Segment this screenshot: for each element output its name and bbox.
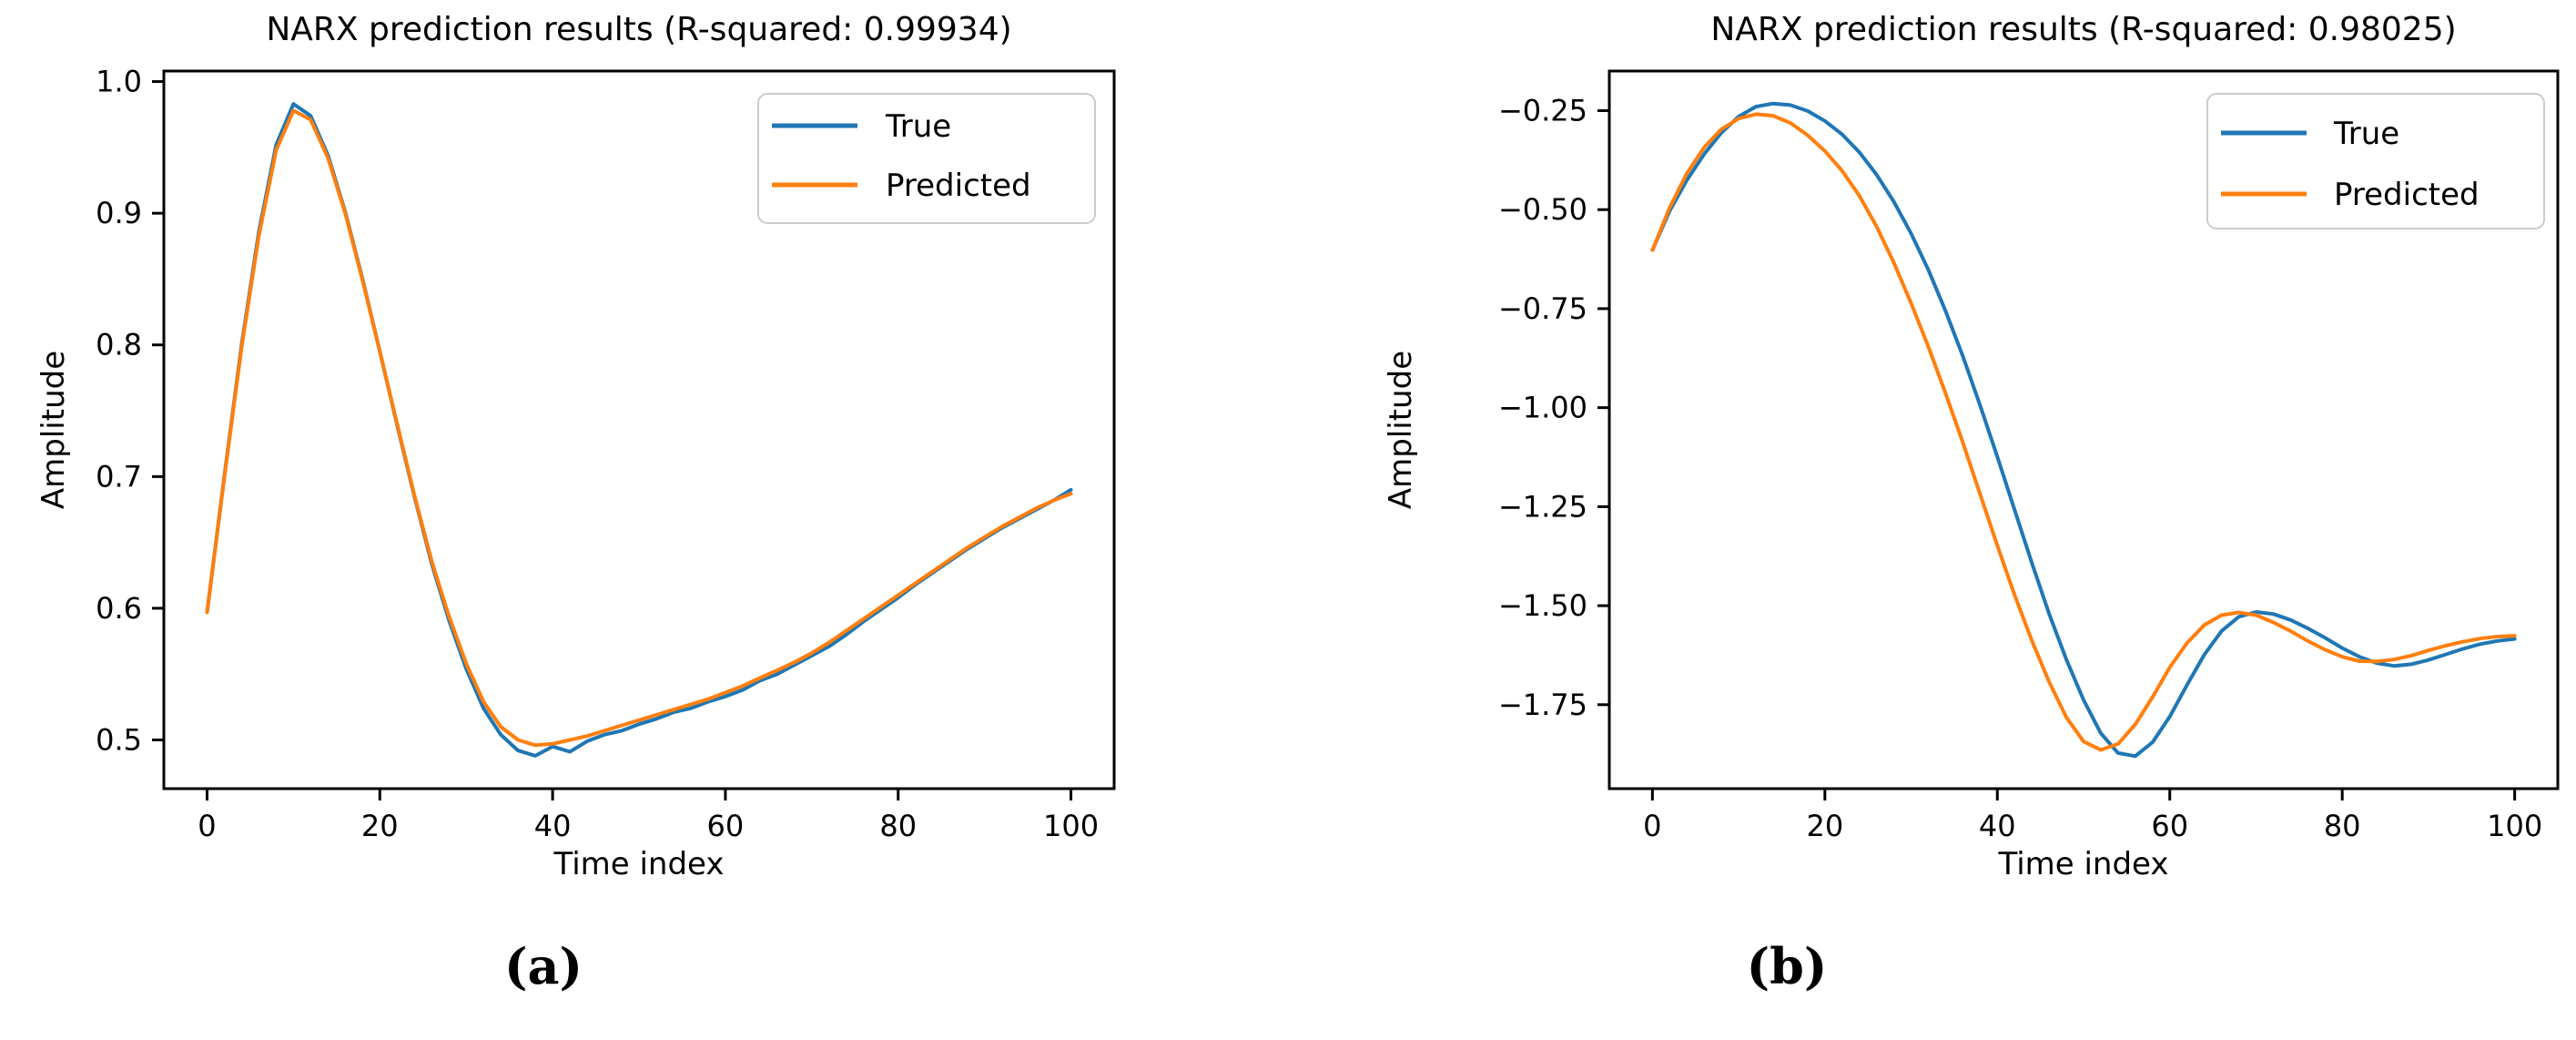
x-tick-label: 0 (1643, 809, 1661, 843)
y-tick-label: −1.75 (1498, 688, 1587, 722)
y-axis-label: Amplitude (35, 351, 72, 509)
x-tick-label: 60 (2151, 809, 2188, 843)
y-tick-label: −1.00 (1498, 391, 1587, 425)
y-tick-label: −0.75 (1498, 291, 1587, 326)
y-tick-label: 0.9 (96, 196, 142, 230)
x-tick-label: 80 (879, 809, 917, 843)
x-tick-label: 100 (1043, 809, 1099, 843)
subfigure-caption-a: (a) (503, 937, 583, 995)
legend-label-predicted: Predicted (886, 168, 1031, 204)
x-tick-label: 80 (2324, 809, 2361, 843)
y-tick-label: 0.8 (96, 328, 142, 362)
y-tick-label: 0.7 (96, 459, 142, 494)
y-tick-label: 1.0 (96, 65, 142, 99)
x-axis-label: Time index (1997, 846, 2168, 882)
chart-a-canvas: NARX prediction results (R-squared: 0.99… (35, 11, 1116, 882)
y-tick-label: −1.25 (1498, 489, 1587, 524)
x-tick-label: 0 (198, 809, 216, 843)
y-tick-label: −1.50 (1498, 588, 1587, 623)
x-tick-label: 60 (707, 809, 745, 843)
plot-frame (162, 69, 1116, 790)
y-axis-label: Amplitude (1383, 351, 1419, 509)
legend-label-true: True (2333, 116, 2399, 152)
legend-label-true: True (885, 108, 951, 145)
y-tick-label: 0.5 (96, 723, 142, 758)
x-tick-label: 20 (1806, 809, 1843, 843)
chart-title: NARX prediction results (R-squared: 0.99… (266, 11, 1011, 48)
subfigure-caption-b: (b) (1746, 937, 1828, 995)
series-line-predicted (1650, 112, 2517, 752)
x-tick-label: 20 (361, 809, 399, 843)
series-line-predicted (205, 108, 1073, 748)
x-tick-label: 40 (1979, 809, 2016, 843)
y-tick-label: −0.25 (1498, 93, 1587, 127)
legend-label-predicted: Predicted (2334, 177, 2480, 213)
y-tick-label: 0.6 (96, 591, 142, 626)
chart-b-canvas: NARX prediction results (R-squared: 0.98… (1383, 11, 2560, 882)
x-axis-label: Time index (553, 846, 724, 882)
chart-title: NARX prediction results (R-squared: 0.98… (1710, 11, 2456, 48)
plot-frame (1607, 69, 2560, 790)
y-tick-label: −0.50 (1498, 192, 1587, 227)
x-tick-label: 100 (2487, 809, 2542, 843)
x-tick-label: 40 (534, 809, 572, 843)
